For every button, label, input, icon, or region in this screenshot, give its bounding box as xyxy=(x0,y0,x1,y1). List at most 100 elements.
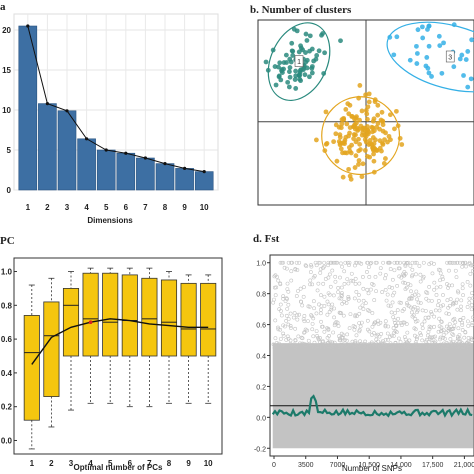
cluster-point xyxy=(370,129,375,135)
cluster-point xyxy=(303,50,308,55)
snp-point xyxy=(302,285,306,290)
snp-point xyxy=(321,266,325,270)
snp-point xyxy=(392,268,397,273)
snp-point xyxy=(421,260,426,265)
fst-trend-line xyxy=(271,394,473,418)
snp-point xyxy=(365,318,370,323)
snp-point xyxy=(455,297,460,302)
cluster-point xyxy=(439,70,445,76)
snp-point xyxy=(460,282,465,287)
snp-point xyxy=(411,313,416,318)
snp-point xyxy=(351,279,356,284)
snp-point xyxy=(403,287,408,292)
snp-point xyxy=(470,268,474,273)
snp-point xyxy=(273,345,278,350)
cluster-point xyxy=(293,68,299,74)
snp-point xyxy=(339,261,343,266)
snp-point xyxy=(286,289,291,294)
snp-point xyxy=(455,345,460,350)
snp-point xyxy=(358,324,363,329)
snp-point xyxy=(308,278,313,283)
y-tick-label: 0.6 xyxy=(256,323,266,330)
snp-point xyxy=(465,305,470,309)
cluster-point xyxy=(457,56,463,62)
cluster-point xyxy=(370,125,376,131)
snp-point xyxy=(444,330,449,335)
x-tick-label: 17,500 xyxy=(422,462,444,469)
snp-point xyxy=(310,321,315,326)
cluster-point xyxy=(414,43,419,49)
snp-point xyxy=(342,282,347,286)
snp-point xyxy=(294,294,299,298)
snp-point xyxy=(353,314,358,319)
cluster-point xyxy=(290,53,296,58)
cluster-point xyxy=(357,117,362,123)
snp-point xyxy=(413,260,418,265)
snp-point xyxy=(360,345,365,350)
cluster-label: 3 xyxy=(448,55,452,62)
snp-point xyxy=(419,333,423,338)
cluster-point xyxy=(311,58,317,64)
snp-point xyxy=(321,281,326,286)
snp-point xyxy=(294,260,299,265)
x-tick-label: 6 xyxy=(128,459,133,468)
line-point xyxy=(124,151,128,155)
snp-point xyxy=(342,299,347,304)
snp-point xyxy=(417,264,422,268)
cluster-point xyxy=(465,49,471,54)
snp-point xyxy=(416,300,421,305)
bar xyxy=(96,149,116,191)
snp-point xyxy=(393,311,397,315)
snp-point xyxy=(392,290,397,295)
cluster-point xyxy=(289,40,295,46)
cluster-point xyxy=(338,125,344,131)
snp-point xyxy=(337,296,342,301)
snp-point xyxy=(342,269,347,274)
cluster-point xyxy=(343,134,349,140)
line-point xyxy=(104,148,108,152)
snp-point xyxy=(320,324,324,329)
cluster-point xyxy=(375,102,381,108)
snp-point xyxy=(455,339,460,343)
snp-point xyxy=(286,322,291,327)
cluster-point xyxy=(379,109,385,115)
cluster-point xyxy=(285,79,291,85)
snp-point xyxy=(381,260,386,265)
snp-point xyxy=(445,282,449,286)
snp-point xyxy=(382,344,387,349)
y-tick-label: 0.4 xyxy=(1,369,13,378)
cluster-point xyxy=(303,31,309,37)
box xyxy=(121,274,138,357)
snp-point xyxy=(441,293,445,297)
cluster-point xyxy=(320,31,326,36)
snp-point xyxy=(422,319,427,324)
snp-point xyxy=(448,337,453,341)
snp-point xyxy=(339,291,344,295)
snp-point xyxy=(446,286,450,290)
snp-point xyxy=(461,316,466,320)
snp-point xyxy=(318,311,323,316)
snp-point xyxy=(452,316,457,321)
snp-point xyxy=(358,305,363,310)
snp-point xyxy=(281,343,286,348)
cluster-point xyxy=(339,117,345,122)
snp-point xyxy=(306,338,311,343)
snp-point xyxy=(373,260,378,265)
snp-point xyxy=(404,301,409,306)
panel-d-x-ticks: 0 3500 7000 10,500 14,000 17,500 21,000 xyxy=(272,456,474,469)
snp-point xyxy=(295,317,300,322)
cluster-point xyxy=(359,132,365,138)
box xyxy=(141,277,158,357)
snp-point xyxy=(373,275,378,279)
snp-point xyxy=(326,263,330,268)
cluster-ellipse xyxy=(267,22,331,101)
snp-point xyxy=(321,345,325,350)
y-tick-label: 1.0 xyxy=(256,261,266,268)
cluster-point xyxy=(357,83,363,88)
snp-point xyxy=(290,260,294,265)
snp-point xyxy=(467,300,472,305)
panel-c-y-ticks: 0.0 0.2 0.4 0.6 0.8 1.0 xyxy=(1,268,17,445)
snp-point xyxy=(397,344,402,349)
cluster-point xyxy=(287,74,293,80)
x-tick-label: 14,000 xyxy=(390,462,412,469)
